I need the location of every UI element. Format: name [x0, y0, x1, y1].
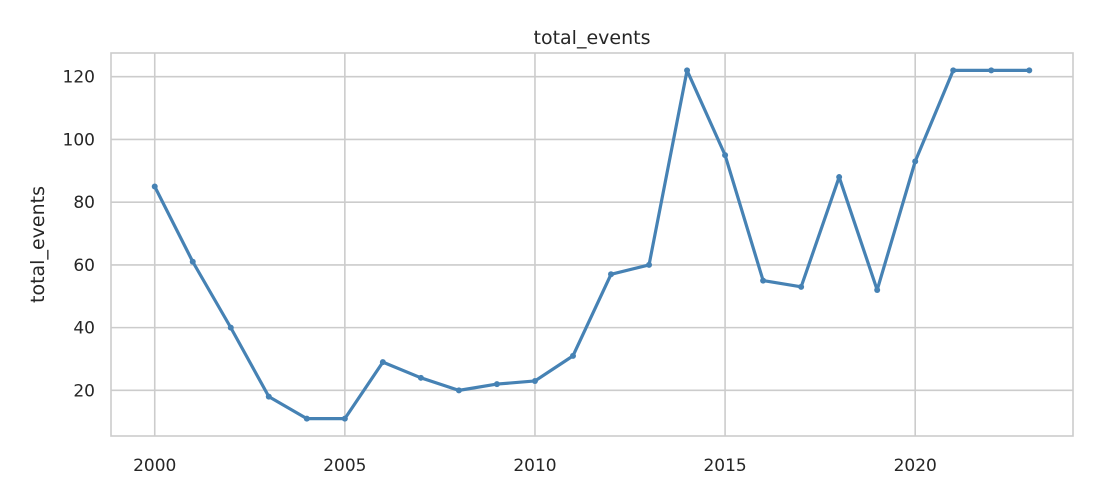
data-point	[303, 415, 310, 422]
x-tick-label: 2015	[703, 456, 746, 476]
data-point	[151, 183, 158, 190]
data-point	[836, 174, 843, 181]
y-tick-label: 80	[73, 193, 95, 213]
data-point	[455, 387, 462, 394]
data-point	[874, 286, 881, 293]
data-point	[684, 67, 691, 74]
y-tick-labels: 20 40 60 80 100 120	[63, 68, 95, 402]
data-point	[265, 393, 272, 400]
y-axis-title: total_events	[27, 186, 49, 303]
y-tick-label: 60	[73, 256, 95, 276]
data-point	[608, 271, 615, 278]
data-point	[988, 67, 995, 74]
data-point	[912, 158, 919, 165]
grid-lines	[111, 53, 1073, 436]
data-point	[189, 258, 196, 265]
x-tick-label: 2010	[513, 456, 556, 476]
plot-frame	[110, 52, 1074, 437]
data-point	[760, 277, 767, 284]
x-tick-labels: 2000 2005 2010 2015 2020	[133, 456, 937, 476]
x-tick-label: 2000	[133, 456, 176, 476]
data-point	[798, 283, 805, 290]
data-point	[417, 374, 424, 381]
x-tick-label: 2005	[323, 456, 366, 476]
x-tick-label: 2020	[894, 456, 937, 476]
data-point	[569, 352, 576, 359]
chart-title: total_events	[534, 27, 651, 49]
data-point	[493, 381, 500, 388]
y-tick-label: 100	[63, 130, 95, 150]
data-point	[950, 67, 957, 74]
data-point	[646, 261, 653, 268]
data-point	[531, 377, 538, 384]
y-tick-label: 120	[63, 68, 95, 88]
data-point	[341, 415, 348, 422]
y-tick-label: 20	[73, 381, 95, 401]
series-group	[151, 67, 1033, 422]
data-point	[1026, 67, 1033, 74]
data-point	[722, 152, 729, 159]
y-tick-label: 40	[73, 319, 95, 339]
series-line	[153, 68, 1031, 421]
data-point	[379, 359, 386, 366]
data-point	[227, 324, 234, 331]
